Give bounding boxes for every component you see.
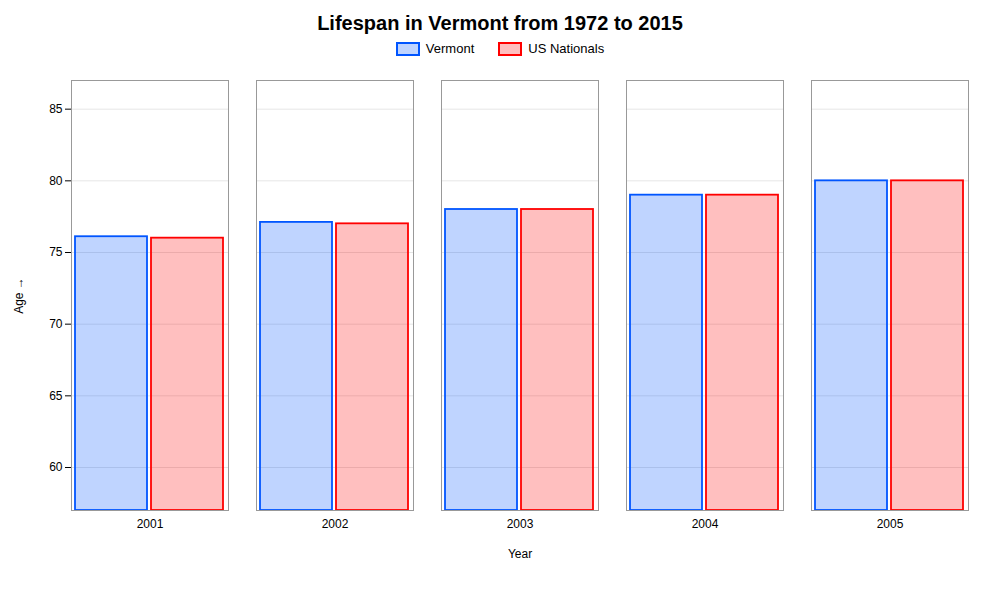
html-text:US Nationals: US Nationals	[528, 41, 605, 56]
svg-text:2003: 2003	[507, 517, 534, 531]
svg-text:Year: Year	[508, 547, 532, 561]
svg-text:75: 75	[49, 245, 63, 259]
html-text:Lifespan in Vermont from 1972: Lifespan in Vermont from 1972 to 2015	[317, 12, 683, 34]
html-text:Vermont: Vermont	[425, 41, 475, 56]
svg-text:80: 80	[49, 174, 63, 188]
svg-text:2002: 2002	[322, 517, 349, 531]
svg-text:65: 65	[49, 389, 63, 403]
svg-text:2005: 2005	[877, 517, 904, 531]
svg-text:85: 85	[49, 102, 63, 116]
svg-text:2004: 2004	[692, 517, 719, 531]
svg-text:2001: 2001	[137, 517, 164, 531]
svg-text:60: 60	[49, 460, 63, 474]
svg-text:Age →: Age →	[12, 277, 26, 314]
svg-text:70: 70	[49, 317, 63, 331]
